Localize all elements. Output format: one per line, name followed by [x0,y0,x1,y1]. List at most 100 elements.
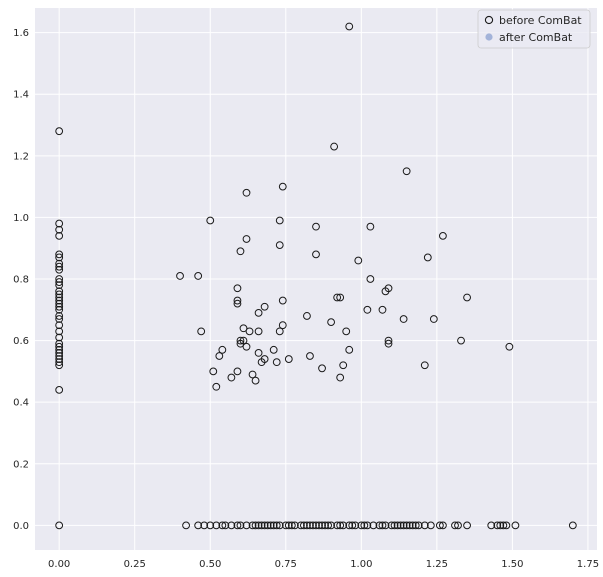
data-point-before-combat [206,521,215,530]
legend-marker-before-combat [484,15,494,25]
data-point-before-combat [375,521,384,530]
data-point-before-combat [236,247,245,256]
data-point-before-combat [420,521,429,530]
data-point-before-combat [206,216,215,225]
data-point-before-combat [303,312,311,320]
data-point-before-combat [242,235,251,243]
data-point-before-combat [369,521,378,530]
data-point-before-combat [239,324,248,333]
data-point-before-combat [496,521,505,530]
data-point-before-combat [345,345,354,354]
data-point-before-combat [384,336,393,345]
data-point-before-combat [55,278,64,286]
data-point-before-combat [197,327,206,336]
data-point-before-combat [487,521,496,530]
data-point-before-combat [209,367,218,376]
data-point-before-combat [360,521,369,530]
x-tick-label: 1.25 [426,559,448,570]
y-gridlines [35,32,597,526]
data-point-before-combat [55,358,64,367]
data-point-before-combat [420,361,429,370]
data-point-before-combat [366,275,375,283]
data-point-before-combat [242,342,251,351]
data-point-before-combat [354,256,363,265]
data-point-before-combat [384,339,393,348]
data-point-before-combat [266,521,275,530]
data-point-before-combat [284,355,293,363]
y-axis-tick-labels: 0.0 0.2 0.4 0.6 0.8 1.0 1.2 1.4 1.6 [13,28,29,532]
data-point-before-combat [457,336,465,345]
data-point-before-combat [55,275,64,283]
y-tick-label: 1.0 [13,213,29,224]
data-point-before-combat [269,345,278,354]
data-point-before-combat [182,521,190,530]
data-point-before-combat [55,281,64,290]
data-point-before-combat [315,521,323,530]
data-point-before-combat [55,352,64,360]
data-point-before-combat [233,521,242,530]
data-point-before-combat [366,222,375,231]
data-point-before-combat [336,373,345,382]
data-point-before-combat [327,521,336,530]
data-point-before-combat [327,318,336,327]
data-point-before-combat [287,521,296,530]
data-point-before-combat [55,293,64,302]
data-point-before-combat [221,521,230,530]
data-point-before-combat [55,312,64,320]
data-point-before-combat [345,521,354,530]
data-point-before-combat [55,290,64,299]
data-point-before-combat [275,327,284,336]
y-tick-label: 0.0 [13,521,29,532]
data-point-before-combat [242,188,251,197]
data-point-before-combat [55,355,64,363]
data-point-before-combat [269,521,278,530]
data-point-before-combat [363,521,372,530]
data-point-before-combat [390,521,399,530]
data-point-before-combat [55,253,64,262]
data-point-before-combat [227,373,236,382]
data-point-before-combat [505,342,514,351]
data-point-before-combat [242,521,251,530]
x-tick-label: 1.75 [577,559,599,570]
data-point-before-combat [254,521,263,530]
x-tick-label: 1.50 [501,559,523,570]
data-point-before-combat [245,327,254,336]
data-point-before-combat [381,521,390,530]
data-point-before-combat [254,349,263,357]
data-point-before-combat [324,521,332,530]
data-point-before-combat [263,521,272,530]
data-point-before-combat [257,521,266,530]
y-tick-label: 0.6 [13,336,29,347]
data-point-before-combat [378,305,387,314]
x-axis-tick-labels: 0.00 0.25 0.50 0.75 1.00 1.25 1.50 1.75 [48,559,599,570]
data-point-before-combat [260,355,269,363]
data-point-before-combat [318,364,326,373]
data-point-before-combat [55,385,64,394]
data-point-before-combat [439,231,447,240]
data-point-before-combat [200,521,209,530]
data-point-before-combat [55,250,64,259]
data-point-before-combat [236,339,245,348]
data-point-before-combat [402,167,411,176]
data-point-before-combat [435,521,444,530]
data-point-before-combat [351,521,360,530]
data-point-before-combat [463,521,471,530]
data-point-before-combat [411,521,420,530]
data-point-before-combat [55,333,64,342]
x-tick-label: 0.75 [275,559,297,570]
data-point-before-combat [312,250,320,259]
data-point-before-combat [348,521,357,530]
data-point-before-combat [426,521,435,530]
data-point-before-combat [55,127,64,136]
data-point-before-combat [405,521,414,530]
data-point-before-combat [55,231,64,240]
data-point-before-combat [278,296,287,305]
data-point-before-combat [312,222,320,231]
data-point-before-combat [218,345,227,354]
data-point-before-combat [176,272,184,280]
data-point-before-combat [333,521,342,530]
legend-box [477,9,591,49]
data-point-before-combat [345,22,354,31]
y-tick-label: 1.4 [13,90,29,101]
data-point-before-combat [336,521,345,530]
